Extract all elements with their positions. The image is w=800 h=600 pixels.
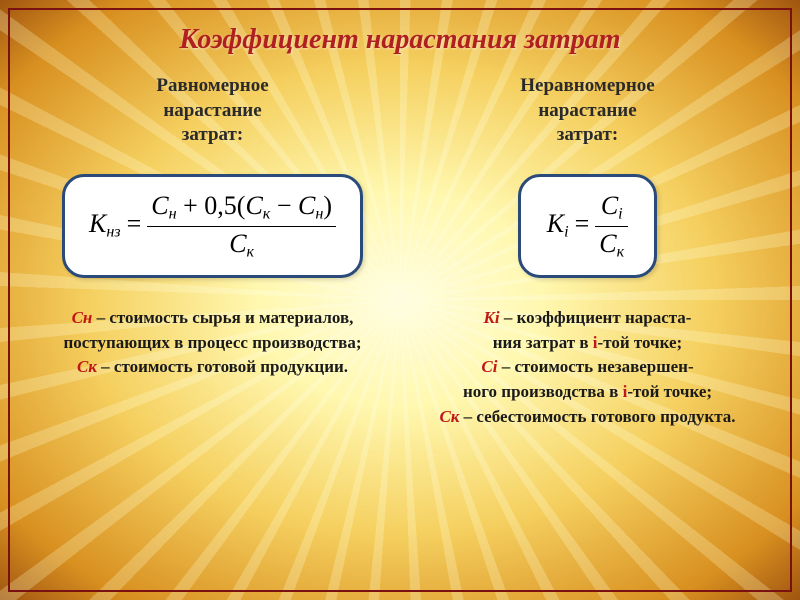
left-sub-l2: нарастание (163, 100, 261, 121)
leg-Ki: Ki (484, 308, 500, 327)
var-C4: C (229, 229, 246, 258)
fraction-left: Cн + 0,5(Cк − Cн)Cк (147, 191, 336, 261)
left-subtitle: Равномерное нарастание затрат: (156, 74, 268, 148)
var-Ki: K (547, 209, 564, 238)
idx-n1: н (169, 206, 177, 223)
leg-Ki-t3: -той точке; (598, 333, 683, 352)
denominator-right: Cк (595, 226, 628, 262)
rpar: ) (323, 191, 332, 220)
leg-Ki-t1: – коэффициент нараста- (500, 308, 692, 327)
numerator-right: Ci (595, 191, 628, 226)
leg-Ck-txt: – стоимость готовой продукции. (97, 357, 348, 376)
var-C2: C (245, 191, 262, 220)
left-legend: Сн – стоимость сырья и материалов, посту… (43, 306, 383, 380)
leg-Cn: Сн (72, 308, 93, 327)
right-sub-l3: затрат: (557, 124, 618, 145)
right-formula: Ki=CiCк (518, 174, 657, 278)
right-sub-l2: нарастание (538, 100, 636, 121)
var-Ci: C (601, 191, 618, 220)
leg-Ki-t2: ния затрат в (493, 333, 593, 352)
leg-Ckr-txt: – себестоимость готового продукта. (459, 407, 735, 426)
columns: Равномерное нарастание затрат: Kнз=Cн + … (40, 74, 760, 429)
leg-Ci-t2: ного производства в (463, 382, 623, 401)
plus-half: + 0,5 (177, 191, 237, 220)
right-subtitle: Неравномерное нарастание затрат: (520, 74, 654, 148)
idx-k-C: к (617, 243, 625, 260)
var-C3: C (298, 191, 315, 220)
numerator-left: Cн + 0,5(Cк − Cн) (147, 191, 336, 226)
equals-sign: = (121, 209, 148, 238)
leg-Ci-t1: – стоимость незавершен- (497, 357, 693, 376)
denominator-left: Cк (147, 226, 336, 262)
left-sub-l3: затрат: (182, 124, 243, 145)
left-column: Равномерное нарастание затрат: Kнз=Cн + … (40, 74, 385, 429)
var-K: K (89, 209, 106, 238)
equals-sign-r: = (569, 209, 596, 238)
leg-Ck: Ск (77, 357, 97, 376)
slide-content: Коэффициент нарастания затрат Равномерно… (0, 0, 800, 449)
page-title: Коэффициент нарастания затрат (40, 24, 760, 56)
leg-Ci: Сi (481, 357, 497, 376)
leg-Ckr: Ск (439, 407, 459, 426)
idx-k2: к (247, 243, 255, 260)
idx-i-K: i (564, 224, 568, 241)
var-C1: C (151, 191, 168, 220)
right-column: Неравномерное нарастание затрат: Ki=CiCк… (415, 74, 760, 429)
idx-i-C: i (618, 206, 622, 223)
right-sub-l1: Неравномерное (520, 75, 654, 96)
var-Ck: C (599, 229, 616, 258)
leg-Ci-t3: -той точке; (627, 382, 712, 401)
right-legend: Ki – коэффициент нараста- ния затрат в i… (439, 306, 735, 429)
fraction-right: CiCк (595, 191, 628, 261)
minus: − (270, 191, 298, 220)
idx-nz: нз (106, 224, 120, 241)
left-sub-l1: Равномерное (156, 75, 268, 96)
left-formula: Kнз=Cн + 0,5(Cк − Cн)Cк (62, 174, 363, 278)
leg-Cn-txt: – стоимость сырья и материалов, поступаю… (63, 308, 361, 352)
